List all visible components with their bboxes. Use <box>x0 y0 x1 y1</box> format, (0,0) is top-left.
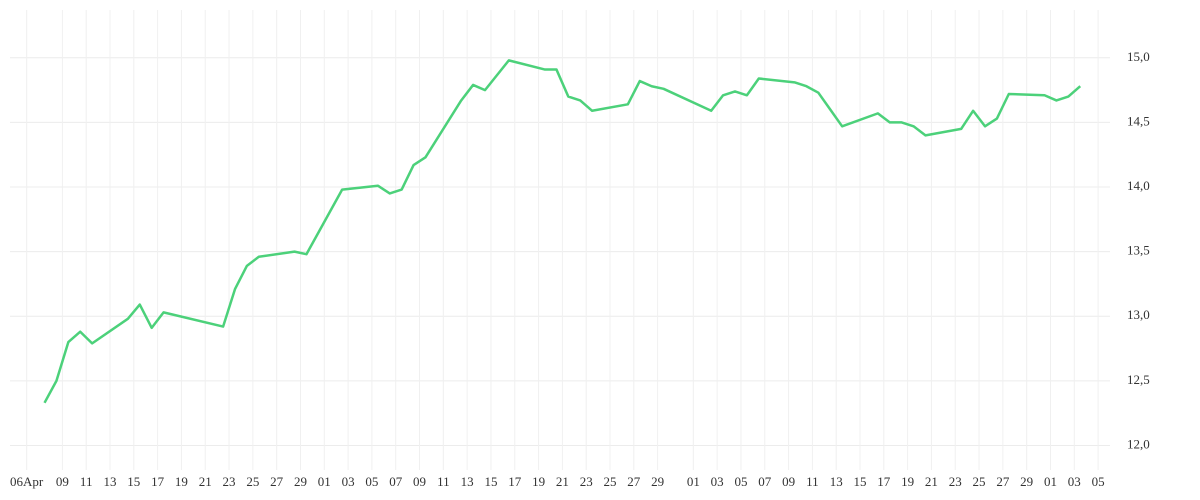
x-tick-label: 29 <box>1020 474 1033 489</box>
y-tick-label: 13,0 <box>1127 307 1150 322</box>
x-tick-label: 11 <box>437 474 450 489</box>
x-tick-label: 23 <box>949 474 962 489</box>
x-tick-label: 09 <box>56 474 69 489</box>
y-tick-label: 14,0 <box>1127 178 1150 193</box>
x-tick-label: 25 <box>246 474 259 489</box>
x-tick-label: 06Apr <box>10 474 44 489</box>
x-tick-label: 29 <box>651 474 664 489</box>
x-tick-label: 27 <box>270 474 284 489</box>
x-tick-label: 09 <box>782 474 795 489</box>
x-tick-label: 03 <box>342 474 355 489</box>
x-tick-label: 17 <box>151 474 165 489</box>
x-tick-label: 19 <box>901 474 914 489</box>
x-tick-label: 17 <box>877 474 891 489</box>
y-tick-label: 12,0 <box>1127 436 1150 451</box>
x-tick-label: 25 <box>604 474 617 489</box>
x-tick-label: 17 <box>508 474 522 489</box>
x-tick-label: 01 <box>687 474 700 489</box>
x-tick-label: 13 <box>461 474 474 489</box>
x-tick-label: 03 <box>1068 474 1081 489</box>
x-tick-label: 15 <box>484 474 497 489</box>
x-tick-label: 01 <box>318 474 331 489</box>
x-tick-label: 03 <box>711 474 724 489</box>
x-tick-label: 21 <box>199 474 212 489</box>
x-tick-label: 05 <box>1092 474 1105 489</box>
x-tick-label: 23 <box>580 474 593 489</box>
x-tick-label: 01 <box>1044 474 1057 489</box>
x-tick-label: 13 <box>104 474 117 489</box>
x-tick-label: 11 <box>80 474 93 489</box>
x-tick-label: 15 <box>127 474 140 489</box>
x-tick-label: 15 <box>854 474 867 489</box>
x-tick-label: 05 <box>365 474 378 489</box>
x-tick-label: 19 <box>532 474 545 489</box>
x-tick-label: 27 <box>996 474 1010 489</box>
x-tick-label: 19 <box>175 474 188 489</box>
x-tick-label: 27 <box>627 474 641 489</box>
y-tick-label: 12,5 <box>1127 372 1150 387</box>
x-tick-label: 25 <box>973 474 986 489</box>
x-tick-label: 11 <box>806 474 819 489</box>
x-tick-label: 29 <box>294 474 307 489</box>
x-tick-label: 05 <box>734 474 747 489</box>
y-tick-label: 14,5 <box>1127 113 1150 128</box>
y-tick-label: 15,0 <box>1127 49 1150 64</box>
x-tick-label: 13 <box>830 474 843 489</box>
x-tick-label: 07 <box>389 474 403 489</box>
x-tick-label: 21 <box>556 474 569 489</box>
x-tick-label: 09 <box>413 474 426 489</box>
x-tick-label: 21 <box>925 474 938 489</box>
x-tick-label: 07 <box>758 474 772 489</box>
x-tick-label: 23 <box>223 474 236 489</box>
y-tick-label: 13,5 <box>1127 243 1150 258</box>
price-line <box>43 59 1082 404</box>
